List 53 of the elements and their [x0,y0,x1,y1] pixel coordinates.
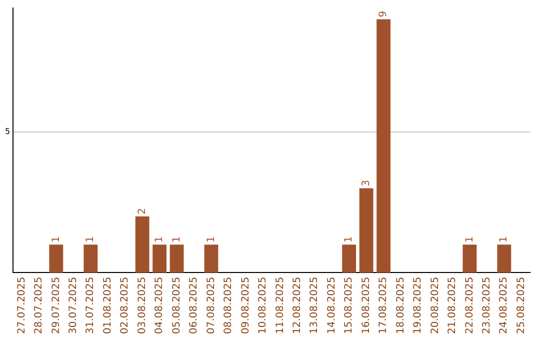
x-tick-label: 22.08.2025 [464,276,476,334]
x-tick-label: 30.07.2025 [68,276,79,334]
x-tick-label: 21.08.2025 [447,276,458,334]
x-tick-label: 17.08.2025 [378,276,390,334]
x-tick-label: 06.08.2025 [188,276,200,334]
x-tick-label: 12.08.2025 [292,276,303,334]
bar [170,244,184,273]
data-label: 1 [344,236,355,243]
bar [497,244,512,273]
x-tick-label: 15.08.2025 [344,276,355,334]
data-label: 1 [498,236,510,243]
x-tick-label: 02.08.2025 [120,276,131,334]
bar [342,244,356,273]
x-tick-label: 14.08.2025 [326,276,338,334]
x-tick-label: 19.08.2025 [412,276,424,334]
x-tick-label: 27.07.2025 [16,276,28,334]
x-tick-label: 23.08.2025 [482,276,493,334]
x-tick-label: 20.08.2025 [430,276,441,334]
data-label: 1 [171,236,182,243]
x-tick-label: 13.08.2025 [309,276,320,334]
data-label: 2 [136,208,148,214]
x-tick-label: 04.08.2025 [154,276,166,334]
x-tick-label: 18.08.2025 [395,276,406,334]
data-label: 1 [206,236,217,243]
x-tick-label: 07.08.2025 [206,276,217,334]
bar [359,188,374,273]
data-label: 3 [360,180,372,186]
x-tick-label: 05.08.2025 [171,276,182,334]
bar [462,244,477,273]
x-tick-label: 01.08.2025 [102,276,114,334]
x-tick-label: 09.08.2025 [240,276,252,334]
x-tick-label: 25.08.2025 [516,276,527,334]
data-label: 9 [378,10,390,18]
x-tick-label: 08.08.2025 [223,276,234,334]
bar [84,244,98,273]
x-tick-label: 24.08.2025 [498,276,510,334]
data-label: 1 [154,236,166,243]
data-label: 1 [50,236,62,243]
x-tick-label: 16.08.2025 [360,276,372,334]
data-label: 1 [464,236,476,243]
bar [49,244,64,273]
x-tick-label: 28.07.2025 [34,276,45,334]
x-tick-label: 03.08.2025 [136,276,148,334]
data-label: 1 [85,236,96,243]
bar [135,216,150,273]
bar [204,244,218,273]
x-tick-label: 10.08.2025 [258,276,269,334]
y-tick-label: 5 [4,127,10,136]
x-tick-label: 11.08.2025 [274,276,286,334]
x-tick-label: 31.07.2025 [85,276,96,334]
bar [376,19,390,273]
x-tick-label: 29.07.2025 [50,276,62,334]
bar [152,244,167,273]
